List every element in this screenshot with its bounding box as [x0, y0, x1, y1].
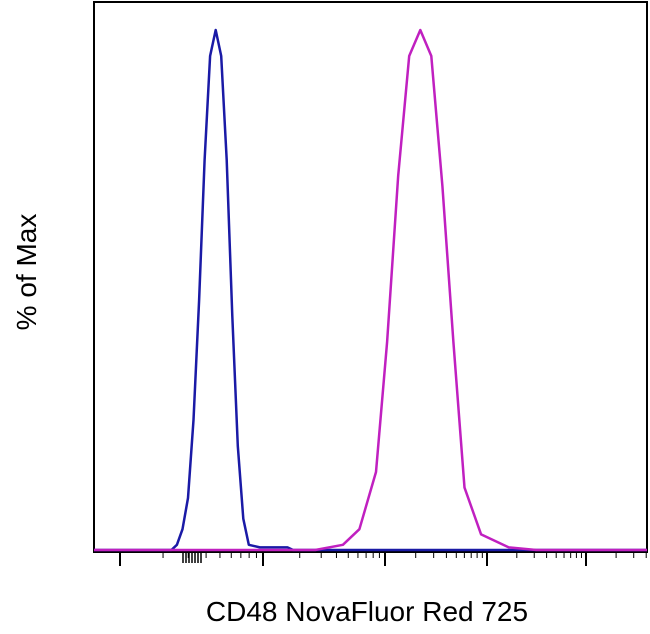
series-line-1: [94, 28, 647, 552]
series-group: [94, 28, 647, 552]
x-axis-ticks: [119, 552, 647, 566]
plot-frame: [93, 1, 648, 553]
x-axis-label: CD48 NovaFluor Red 725: [205, 596, 529, 627]
series-line-2: [94, 28, 647, 552]
y-axis-label: % of Max: [11, 213, 42, 331]
